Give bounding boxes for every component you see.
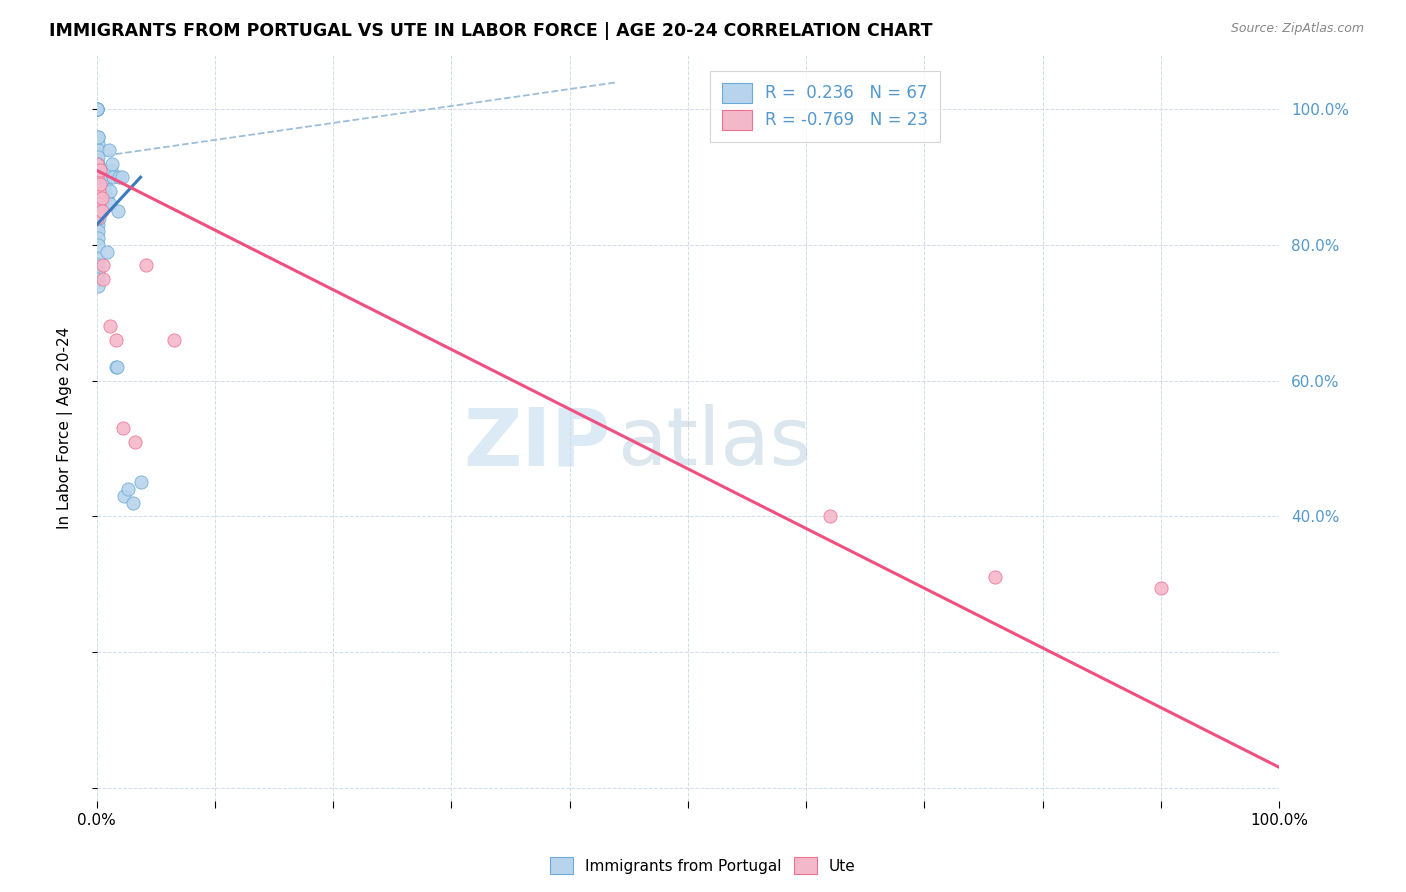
Point [818,509,841,524]
Y-axis label: In Labor Force | Age 20-24: In Labor Force | Age 20-24 [58,327,73,529]
Point [87,190,110,204]
Point [89,163,111,178]
Point [129,475,152,490]
Point [87,156,110,170]
Point [89,177,111,191]
Point [87,265,110,279]
Point [87,170,110,185]
Point [98,319,121,334]
Point [86,156,108,170]
Point [108,170,131,185]
Point [89,177,111,191]
Point [110,170,132,185]
Point [89,184,111,198]
Point [97,143,120,157]
Point [91,184,114,198]
Point [90,197,112,211]
Point [107,204,129,219]
Point [101,156,124,170]
Point [87,184,110,198]
Point [87,278,110,293]
Point [87,224,110,238]
Point [91,170,114,185]
Point [87,150,110,164]
Point [111,421,134,435]
Point [87,259,110,273]
Point [98,184,121,198]
Point [90,190,112,204]
Point [104,360,127,375]
Point [135,259,157,273]
Point [96,170,118,185]
Point [96,244,118,259]
Legend: R =  0.236   N = 67, R = -0.769   N = 23: R = 0.236 N = 67, R = -0.769 N = 23 [710,71,939,142]
Point [86,103,108,117]
Point [87,218,110,232]
Text: Source: ZipAtlas.com: Source: ZipAtlas.com [1230,22,1364,36]
Point [87,211,110,225]
Point [93,163,115,178]
Point [87,163,110,178]
Point [87,238,110,252]
Point [87,204,110,219]
Point [117,482,139,496]
Point [86,103,108,117]
Point [86,184,108,198]
Legend: Immigrants from Portugal, Ute: Immigrants from Portugal, Ute [544,851,862,880]
Point [122,496,145,510]
Point [89,190,111,204]
Point [984,570,1007,584]
Point [96,190,118,204]
Point [89,197,111,211]
Point [98,197,121,211]
Point [87,170,110,185]
Point [86,170,108,185]
Point [105,360,128,375]
Point [100,163,122,178]
Point [94,177,117,191]
Point [87,252,110,266]
Point [86,103,108,117]
Text: IMMIGRANTS FROM PORTUGAL VS UTE IN LABOR FORCE | AGE 20-24 CORRELATION CHART: IMMIGRANTS FROM PORTUGAL VS UTE IN LABOR… [49,22,932,40]
Point [89,184,111,198]
Point [87,177,110,191]
Point [89,197,111,211]
Point [112,489,135,503]
Point [87,129,110,144]
Point [162,333,184,347]
Point [103,170,125,185]
Point [86,103,108,117]
Point [91,177,114,191]
Point [91,272,114,286]
Point [87,197,110,211]
Point [89,163,111,178]
Point [124,434,146,449]
Point [86,211,108,225]
Point [104,333,127,347]
Point [91,259,114,273]
Point [94,170,117,185]
Point [86,103,108,117]
Point [90,204,112,219]
Point [87,129,110,144]
Point [89,211,111,225]
Point [87,272,110,286]
Point [86,190,108,204]
Point [1150,581,1173,595]
Point [89,204,111,219]
Point [86,204,108,219]
Point [86,103,108,117]
Point [93,190,115,204]
Text: atlas: atlas [617,404,811,482]
Point [87,136,110,151]
Text: ZIP: ZIP [464,404,612,482]
Point [93,184,115,198]
Point [87,231,110,245]
Point [90,190,112,204]
Point [89,170,111,185]
Point [87,143,110,157]
Point [96,190,118,204]
